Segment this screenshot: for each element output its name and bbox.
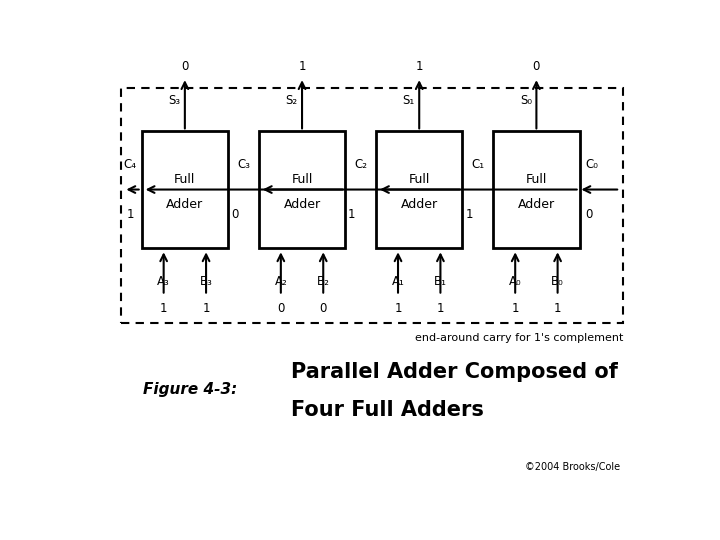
Text: Full: Full bbox=[526, 173, 547, 186]
Text: A₀: A₀ bbox=[509, 275, 521, 288]
Text: Full: Full bbox=[174, 173, 196, 186]
Text: 0: 0 bbox=[320, 302, 327, 315]
Text: Adder: Adder bbox=[166, 198, 204, 211]
Text: 1: 1 bbox=[554, 302, 562, 315]
Text: S₂: S₂ bbox=[285, 93, 297, 106]
Text: end-around carry for 1's complement: end-around carry for 1's complement bbox=[415, 333, 623, 343]
Text: S₃: S₃ bbox=[168, 93, 181, 106]
Text: Adder: Adder bbox=[284, 198, 320, 211]
Text: B₁: B₁ bbox=[434, 275, 447, 288]
Text: S₀: S₀ bbox=[520, 93, 532, 106]
Text: 1: 1 bbox=[126, 208, 134, 221]
Text: A₁: A₁ bbox=[392, 275, 405, 288]
Text: 0: 0 bbox=[277, 302, 284, 315]
Text: C₂: C₂ bbox=[354, 158, 367, 171]
Text: S₁: S₁ bbox=[402, 93, 415, 106]
Text: 1: 1 bbox=[436, 302, 444, 315]
Text: B₀: B₀ bbox=[552, 275, 564, 288]
Text: C₄: C₄ bbox=[123, 158, 136, 171]
Text: 1: 1 bbox=[298, 60, 306, 73]
Text: B₂: B₂ bbox=[317, 275, 330, 288]
Text: 0: 0 bbox=[181, 60, 189, 73]
Bar bbox=[142, 131, 228, 248]
Text: Figure 4-3:: Figure 4-3: bbox=[143, 382, 238, 396]
Text: B₃: B₃ bbox=[199, 275, 212, 288]
Bar bbox=[258, 131, 346, 248]
Text: 1: 1 bbox=[465, 208, 473, 221]
Text: A₃: A₃ bbox=[157, 275, 170, 288]
Text: 1: 1 bbox=[348, 208, 356, 221]
Text: Adder: Adder bbox=[518, 198, 555, 211]
Text: 1: 1 bbox=[160, 302, 168, 315]
Bar bbox=[376, 131, 462, 248]
Text: 1: 1 bbox=[415, 60, 423, 73]
Text: Adder: Adder bbox=[400, 198, 438, 211]
Text: 0: 0 bbox=[533, 60, 540, 73]
Bar bbox=[493, 131, 580, 248]
Text: C₁: C₁ bbox=[472, 158, 485, 171]
Text: 0: 0 bbox=[585, 208, 593, 221]
Text: ©2004 Brooks/Cole: ©2004 Brooks/Cole bbox=[525, 462, 620, 472]
Text: Full: Full bbox=[408, 173, 430, 186]
Text: Four Full Adders: Four Full Adders bbox=[291, 400, 484, 420]
Text: 0: 0 bbox=[231, 208, 238, 221]
Text: C₃: C₃ bbox=[237, 158, 250, 171]
Text: C₀: C₀ bbox=[585, 158, 598, 171]
Text: 1: 1 bbox=[202, 302, 210, 315]
Bar bbox=[121, 87, 623, 322]
Text: 1: 1 bbox=[395, 302, 402, 315]
Text: Parallel Adder Composed of: Parallel Adder Composed of bbox=[291, 362, 618, 382]
Text: A₂: A₂ bbox=[274, 275, 287, 288]
Text: 1: 1 bbox=[511, 302, 519, 315]
Text: Full: Full bbox=[292, 173, 312, 186]
